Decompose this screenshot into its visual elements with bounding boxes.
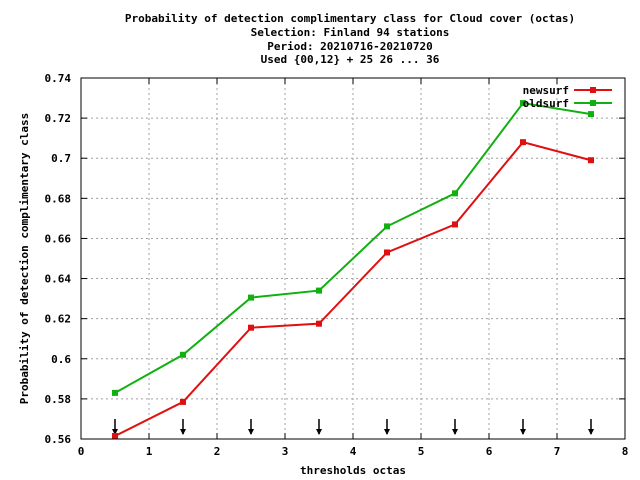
y-tick-label: 0.68	[45, 192, 72, 205]
legend-item: oldsurf	[523, 97, 612, 110]
x-axis-label: thresholds octas	[300, 464, 406, 477]
title-line-1: Probability of detection complimentary c…	[125, 12, 575, 25]
series-line	[114, 101, 592, 394]
x-tick-label: 4	[350, 445, 357, 458]
grid	[81, 78, 625, 439]
threshold-arrow-icon	[384, 419, 390, 435]
data-point	[452, 190, 458, 197]
data-point	[112, 432, 118, 439]
threshold-arrow-icon	[248, 419, 254, 435]
data-point	[520, 100, 526, 107]
data-point	[180, 351, 186, 358]
legend-item: newsurf	[523, 84, 612, 97]
axis-ticks: 0.56 0.58 0.6 0.62 0.64 0.66 0.68 0.7 0.72 0.74 0 1…	[45, 72, 629, 458]
data-point	[588, 157, 594, 164]
series-oldsurf	[112, 100, 594, 396]
title-line-2: Selection: Finland 94 stations	[251, 26, 450, 39]
x-tick-label: 6	[486, 445, 493, 458]
chart-title: Probability of detection complimentary c…	[125, 12, 575, 66]
threshold-arrow-icon	[180, 419, 186, 435]
data-point	[248, 324, 254, 331]
data-point	[180, 398, 186, 405]
legend-marker	[590, 87, 596, 93]
series-line	[114, 141, 592, 437]
data-point	[112, 389, 118, 396]
data-point	[384, 223, 390, 230]
data-point	[384, 249, 390, 256]
y-tick-label: 0.66	[45, 232, 72, 245]
x-tick-label: 3	[282, 445, 289, 458]
threshold-arrow-icon	[588, 419, 594, 435]
x-tick-label: 1	[146, 445, 153, 458]
data-point	[452, 221, 458, 228]
y-tick-label: 0.58	[45, 393, 72, 406]
y-tick-label: 0.72	[45, 112, 72, 125]
x-tick-label: 2	[214, 445, 221, 458]
y-tick-label: 0.62	[45, 313, 72, 326]
data-point	[588, 111, 594, 118]
title-line-4: Used {00,12} + 25 26 ... 36	[261, 53, 440, 66]
x-tick-label: 0	[78, 445, 85, 458]
legend-label: newsurf	[523, 84, 569, 97]
y-tick-label: 0.74	[45, 72, 72, 85]
y-tick-label: 0.56	[45, 433, 72, 446]
plot-frame	[80, 77, 626, 440]
y-tick-label: 0.6	[51, 353, 71, 366]
y-axis-label: Probability of detection complimentary c…	[18, 113, 31, 404]
threshold-arrow-icon	[316, 419, 322, 435]
threshold-arrow-icon	[520, 419, 526, 435]
threshold-arrow-icon	[452, 419, 458, 435]
y-tick-label: 0.7	[51, 152, 71, 165]
x-tick-label: 8	[622, 445, 629, 458]
y-tick-label: 0.64	[45, 273, 72, 286]
x-tick-label: 5	[418, 445, 425, 458]
threshold-arrows	[112, 419, 594, 435]
x-tick-label: 7	[554, 445, 561, 458]
legend-marker	[590, 100, 596, 106]
legend-label: oldsurf	[523, 97, 569, 110]
threshold-arrow-icon	[112, 419, 118, 435]
series	[112, 100, 594, 439]
data-point	[316, 287, 322, 294]
data-point	[316, 320, 322, 327]
data-point	[520, 139, 526, 146]
data-point	[248, 294, 254, 301]
series-newsurf	[112, 139, 594, 439]
title-line-3: Period: 20210716-20210720	[267, 40, 433, 53]
